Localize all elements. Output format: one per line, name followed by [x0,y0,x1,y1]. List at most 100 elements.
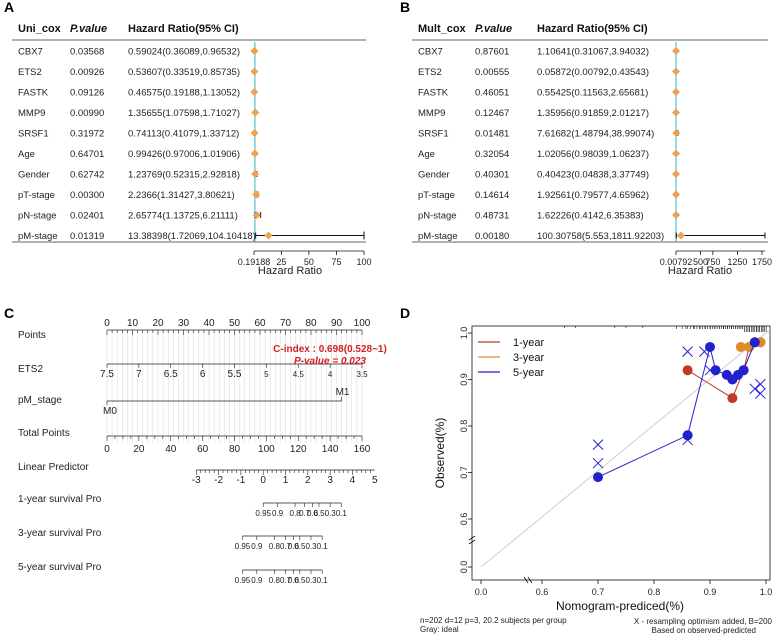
lp-tick-label: 3 [327,475,333,486]
forest_right-row-ci: 7.61682(1.48794,38.99074) [537,129,654,140]
nomogram-row-label: 3-year survival Pro [18,528,102,539]
forest_right-hr-point [672,129,681,137]
forest_right-row-ci: 1.62226(0.4142,6.35383) [537,211,644,222]
calib-x-break [527,576,533,584]
forest_right-hr-point [672,47,681,55]
calib-x-tick-label: 0.9 [704,587,717,597]
calib-footnote-left: n=202 d=12 p=3, 20.2 subjects per group [420,616,567,625]
points-tick-label: 70 [280,318,292,329]
total-tick-label: 20 [133,444,145,455]
ets2-tick-label: 7 [136,369,142,380]
forest_left-hr-point [252,190,261,199]
forest_right-row-pvalue: 0.40301 [475,170,509,181]
surv3-tick-label: 0.9 [251,542,263,551]
forest_right-hr-point [672,170,681,178]
calib-cross-5-year [755,378,766,390]
forest_right-row-pvalue: 0.87601 [475,47,509,58]
points-tick-label: 20 [152,318,164,329]
lp-tick-label: -2 [214,475,223,486]
calib-footnote-right: Based on observed-predicted [651,626,756,635]
forest_right-hr-point [672,67,681,76]
calib-point-1-year [727,393,738,404]
panel-letter-d: D [400,305,410,321]
forest_right-row-ci: 0.05872(0.00792,0.43543) [537,67,649,78]
forest_left-row-ci: 1.23769(0.52315,2.92818) [128,170,240,181]
panel-letter-a: A [4,0,14,15]
points-tick-label: 60 [254,318,266,329]
lp-tick-label: -1 [236,475,245,486]
forest_right-row-name: SRSF1 [418,129,449,140]
forest-a-header-hr: Hazard Ratio(95% CI) [128,23,239,35]
pm-label-m0: M0 [103,406,117,417]
forest-a-xlabel: Hazard Ratio [258,265,322,277]
nomogram-row-label: 5-year survival Pro [18,562,102,573]
forest_left-row-name: CBX7 [18,47,43,58]
ets2-tick-label: 4.5 [293,370,305,379]
forest_left-hr-point [250,149,259,158]
forest_left-row-name: SRSF1 [18,129,49,140]
calib-point-1-year [682,365,693,376]
calib-point-5-year [710,365,721,376]
calib-cross-5-year [592,439,604,450]
surv1-tick-label: 0.7 [299,509,311,518]
forest_left-axis-tick-label: 25 [276,257,286,267]
ets2-tick-label: 5.5 [228,369,242,380]
forest_right-row-pvalue: 0.46051 [475,88,509,99]
forest_left-row-ci: 0.99426(0.97006,1.01906) [128,149,240,160]
forest_left-row-name: MMP9 [18,108,45,119]
forest_left-row-pvalue: 0.00990 [70,108,104,119]
forest_right-row-pvalue: 0.14614 [475,190,509,201]
calib-x-break [523,576,529,584]
surv1-tick-label: 0.9 [272,509,284,518]
forest_left-axis-tick-label: 50 [304,257,314,267]
total-tick-label: 80 [229,444,241,455]
forest_left-row-pvalue: 0.00300 [70,190,104,201]
forest_right-hr-point [672,149,681,158]
forest_right-row-ci: 1.92561(0.79577,4.65962) [537,190,649,201]
forest_right-axis-tick-label: 1750 [752,257,772,267]
forest_left-row-pvalue: 0.09126 [70,88,104,99]
points-tick-label: 40 [203,318,215,329]
calib-y-break [468,539,476,545]
forest_right-row-name: Age [418,149,435,160]
calib-y-break [468,535,476,541]
surv3-tick-label: 0.1 [317,542,329,551]
calibration-plot: 0.0 0.6 0.7 0.8 0.9 1.0 0.0 0.6 0.7 0.8 0.9 1.0 Nomo… [420,325,773,635]
surv3-tick-label: 0.7 [280,542,292,551]
points-tick-label: 100 [354,318,371,329]
forest_right-row-name: FASTK [418,88,449,99]
total-tick-label: 160 [354,444,371,455]
calib-x-tick-label: 0.0 [475,587,488,597]
forest-b-rows: CBX7 0.87601 1.10641(0.31067,3.94032) ETS2 0… [418,42,766,242]
forest_left-hr-point [252,211,261,219]
points-tick-label: 50 [229,318,241,329]
calib-cross-5-year [682,434,693,446]
forest_left-row-ci: 0.74113(0.41079,1.33712) [128,129,239,140]
nomogram-row-label: Linear Predictor [18,462,89,473]
calib-y-tick-label: 0.9 [459,373,469,386]
points-tick-label: 10 [127,318,139,329]
surv1-tick-label: 0.1 [336,509,348,518]
nomogram-row-label: Points [18,330,46,341]
calib-point-5-year [705,341,715,352]
pvalue-label: P-value = 0.023 [294,356,366,367]
forest_right-row-pvalue: 0.32054 [475,149,509,160]
calib-y-tick-label: 1.0 [459,327,469,340]
nomogram-row-label: ETS2 [18,364,43,375]
calib-y-tick-label: 0.6 [459,513,469,526]
surv5-tick-label: 0.8 [269,576,281,585]
surv3-tick-label: 0.95 [235,542,251,551]
forest_left-row-ci: 0.46575(0.19188,1.13052) [128,88,240,99]
forest_left-hr-point [250,67,259,76]
calib-ylabel: Observed(%) [433,418,447,489]
forest-b-xlabel: Hazard Ratio [668,265,732,277]
forest_right-row-ci: 0.40423(0.04838,3.37749) [537,170,649,181]
forest_right-row-ci: 1.02056(0.98039,1.06237) [537,149,649,160]
forest-a-rows: CBX7 0.03568 0.59024(0.36089,0.96532) ETS2 0… [18,42,365,242]
forest_right-axis-tick-label: 0.00792 [660,257,693,267]
forest-plot-multivariate: Mult_cox P.value Hazard Ratio(95% CI) CB… [412,23,772,277]
forest_right-row-pvalue: 0.00555 [475,67,509,78]
forest_right-hr-point [672,88,681,96]
forest-b-header-hr: Hazard Ratio(95% CI) [537,23,648,35]
calib-cross-5-year [592,457,604,469]
